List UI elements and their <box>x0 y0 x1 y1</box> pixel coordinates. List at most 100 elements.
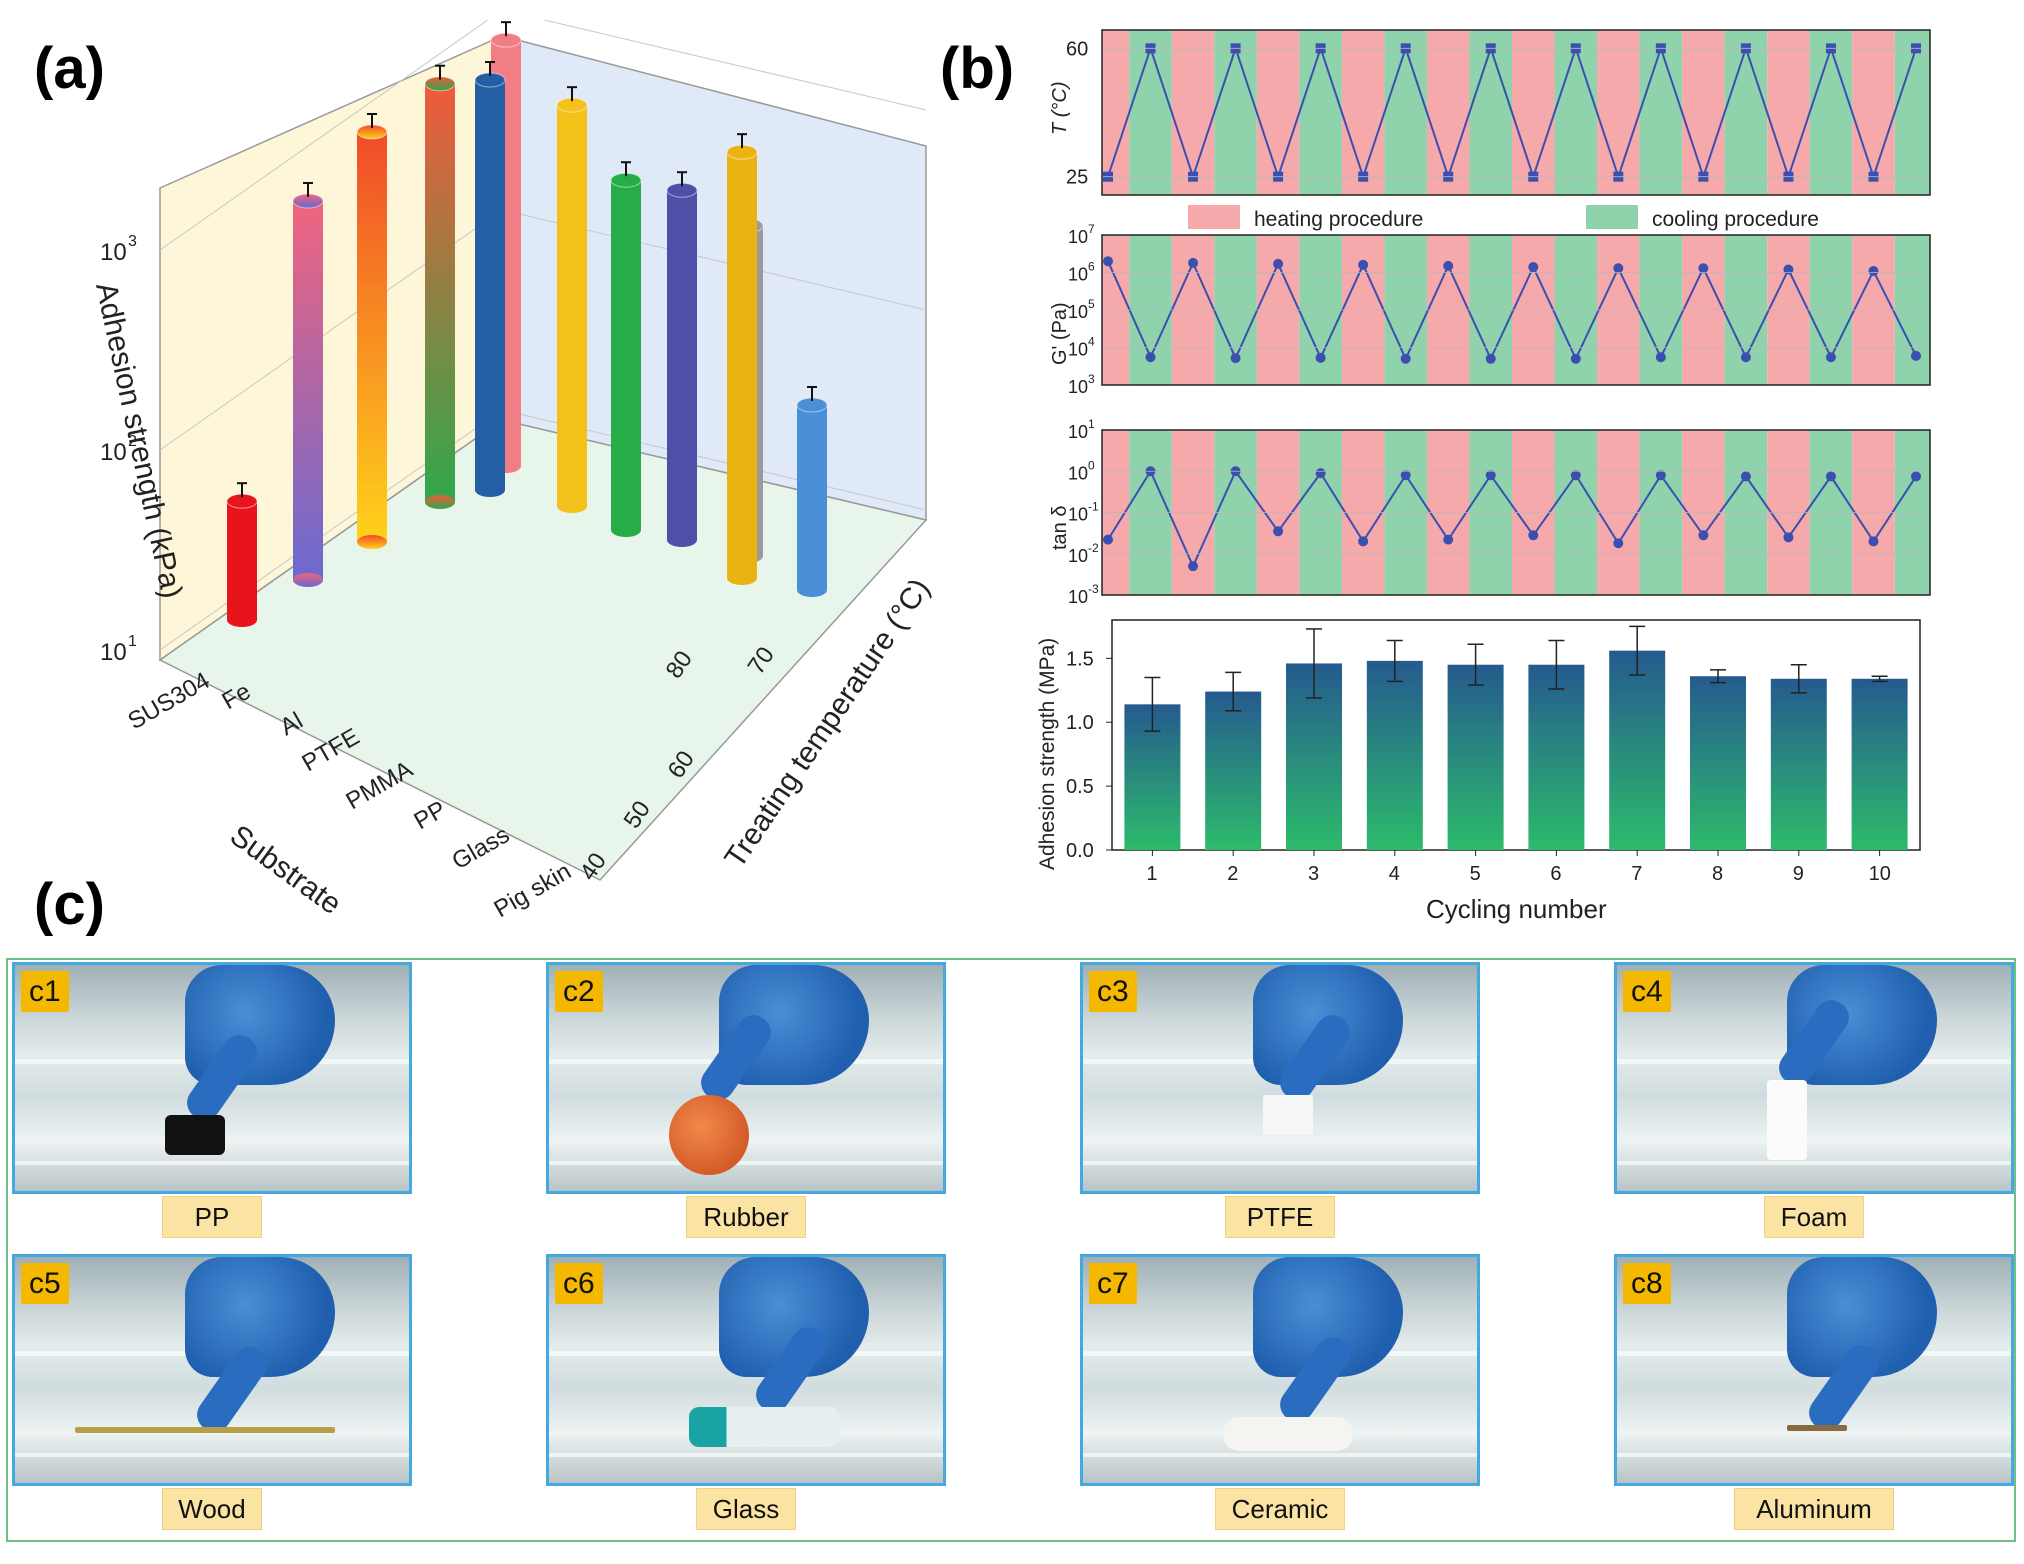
substrate-object <box>165 1115 225 1155</box>
y-tick-exponent: 6 <box>1088 260 1095 274</box>
photo-tag: c2 <box>555 971 603 1012</box>
band <box>1894 30 1930 195</box>
bar-cycle-5 <box>1447 664 1504 850</box>
y-tick-exponent: 2 <box>128 433 137 450</box>
band <box>1469 30 1512 195</box>
band <box>1426 30 1470 195</box>
data-point <box>1358 259 1369 270</box>
y-tick-exponent: 1 <box>1088 417 1095 431</box>
data-point <box>1655 470 1666 481</box>
data-point <box>1825 471 1836 482</box>
photo-c2: c2 <box>546 962 946 1194</box>
tank-rim <box>1617 1453 2011 1457</box>
photo-tag: c1 <box>21 971 69 1012</box>
b2-ylabel: G' (Pa) <box>1049 302 1071 365</box>
data-point <box>1698 530 1709 541</box>
plot-frame <box>1101 29 1931 196</box>
y-tick-label: 10 <box>100 639 127 666</box>
photo-c4: c4 <box>1614 962 2014 1194</box>
photo-tag: c7 <box>1089 1263 1137 1304</box>
b3-ylabel: tan δ <box>1049 506 1071 551</box>
bar-base <box>357 535 387 549</box>
y-tick-label: 10 <box>1068 227 1088 247</box>
substrate-object <box>689 1407 839 1447</box>
data-point <box>1443 534 1454 545</box>
y-tick-exponent: -3 <box>1088 582 1099 596</box>
data-point <box>1273 526 1284 537</box>
b4-xlabel: Cycling number <box>1426 894 1607 924</box>
photo-caption: Glass <box>696 1488 796 1530</box>
photo-c3: c3 <box>1080 962 1480 1194</box>
data-point <box>1825 352 1836 363</box>
photo-caption: Aluminum <box>1734 1488 1894 1530</box>
data-point <box>1698 263 1709 274</box>
tank-rim <box>15 1453 409 1457</box>
bar-base <box>227 613 257 627</box>
tank-rim <box>1083 1161 1477 1165</box>
data-point <box>1911 471 1921 482</box>
photo-c8: c8 <box>1614 1254 2014 1486</box>
y-tick-label: 10 <box>1068 546 1088 566</box>
data-point <box>1868 536 1879 547</box>
data-point <box>1315 468 1326 479</box>
bar-cycle-9 <box>1770 678 1827 850</box>
bar-cycle-4 <box>1366 660 1423 850</box>
legend-heating-label: heating procedure <box>1254 208 1423 231</box>
data-point <box>1103 256 1113 267</box>
y-tick-label: 10 <box>1068 422 1088 442</box>
band <box>1341 30 1385 195</box>
legend-cooling-swatch <box>1586 205 1638 229</box>
panel-label-a: (a) <box>34 36 105 101</box>
band <box>1852 30 1895 195</box>
series-line <box>1107 469 1917 569</box>
bar-cycle-6 <box>1528 664 1585 850</box>
band <box>1129 30 1172 195</box>
legend-cooling-label: cooling procedure <box>1652 208 1819 231</box>
grid-line <box>542 20 927 111</box>
photo-caption: Foam <box>1764 1196 1864 1238</box>
band <box>1171 30 1215 195</box>
y-tick-exponent: 3 <box>128 233 137 250</box>
grid-line <box>159 20 489 251</box>
band <box>1299 30 1342 195</box>
y-tick-label: 25 <box>1066 167 1088 189</box>
legend-heating-swatch <box>1188 205 1240 229</box>
data-point <box>1273 258 1284 269</box>
tank-rim <box>1617 1161 2011 1165</box>
y-tick-exponent: -1 <box>1088 500 1099 514</box>
plot-frame <box>1101 234 1931 386</box>
bar-50-°c <box>557 105 587 507</box>
photo-tag: c3 <box>1089 971 1137 1012</box>
x-tick-label: 6 <box>1550 863 1561 885</box>
x-tick-label: 4 <box>1389 863 1400 885</box>
y-tick-label: 10 <box>100 239 127 266</box>
data-point <box>1145 352 1156 363</box>
panel-label-b: (b) <box>940 36 1015 101</box>
bar-60-°c <box>611 180 641 530</box>
photo-c6: c6 <box>546 1254 946 1486</box>
panel-label-c: (c) <box>34 872 105 937</box>
photo-tag: c8 <box>1623 1263 1671 1304</box>
bar-al <box>357 132 387 542</box>
data-point <box>1528 262 1539 273</box>
data-point <box>1358 536 1369 547</box>
band <box>1639 30 1683 195</box>
band <box>1682 30 1725 195</box>
substrate-tick-label: Glass <box>448 821 515 875</box>
data-point <box>1315 352 1326 363</box>
bar-base <box>727 571 757 585</box>
tank-rim <box>549 1161 943 1165</box>
bar-glass <box>727 152 757 578</box>
x-tick-label: 10 <box>1869 863 1891 885</box>
data-point <box>1740 471 1751 482</box>
bar-base <box>475 483 505 497</box>
y-tick-exponent: -2 <box>1088 541 1099 555</box>
photo-c1: c1 <box>12 962 412 1194</box>
substrate-object <box>1767 1080 1807 1160</box>
bar-base <box>611 523 641 537</box>
y-tick-exponent: 7 <box>1088 222 1095 236</box>
data-point <box>1188 257 1199 268</box>
data-point <box>1230 353 1241 364</box>
